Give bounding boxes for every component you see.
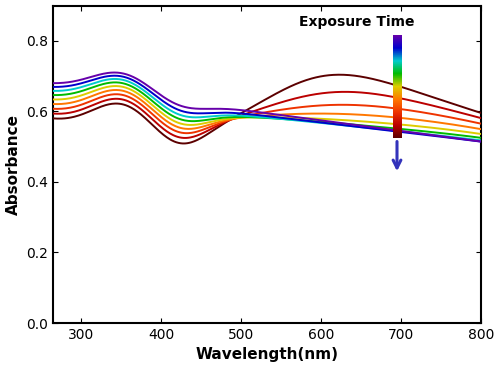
Text: Exposure Time: Exposure Time bbox=[299, 15, 414, 29]
Y-axis label: Absorbance: Absorbance bbox=[6, 114, 20, 215]
X-axis label: Wavelength(nm): Wavelength(nm) bbox=[196, 347, 338, 362]
